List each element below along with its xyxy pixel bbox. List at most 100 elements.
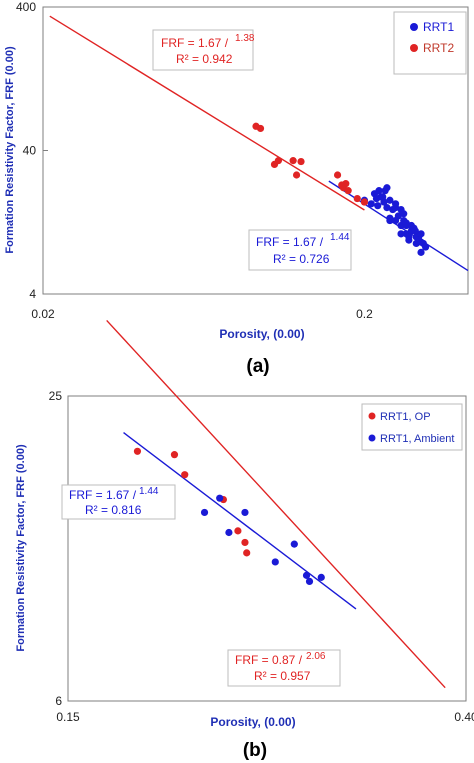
legend-label-rrt1: RRT1 xyxy=(423,20,454,34)
b-data-point-series-0 xyxy=(234,527,242,535)
a-data-point-series-0 xyxy=(400,216,408,225)
b-data-point-series-1 xyxy=(271,558,279,566)
a-y-tick-label: 4 xyxy=(29,287,36,301)
fit-r2-ambient: R² = 0.816 xyxy=(85,503,142,517)
a-data-point-series-0 xyxy=(386,214,394,222)
fit-equation-rrt2: FRF = 1.67 / xyxy=(161,36,229,50)
a-data-point-series-1 xyxy=(256,124,265,133)
b-x-tick-label: 0.40 xyxy=(454,710,474,724)
fit-exponent-op: 2.06 xyxy=(306,651,326,662)
x-axis-label-a: Porosity, (0.00) xyxy=(219,327,304,341)
a-data-point-series-0 xyxy=(372,194,381,203)
annotation-box-ambient xyxy=(61,484,176,520)
a-data-point-series-0 xyxy=(391,200,400,208)
a-data-point-series-0 xyxy=(411,227,419,235)
a-y-tick-label: 40 xyxy=(23,144,37,158)
b-data-point-series-1 xyxy=(216,494,224,502)
points-a xyxy=(164,47,430,256)
annotation-box-op xyxy=(227,649,341,687)
a-data-point-series-0 xyxy=(375,187,383,195)
b-y-tick-label: 6 xyxy=(55,694,62,708)
a-data-point-series-1 xyxy=(344,187,352,195)
a-data-point-series-1 xyxy=(289,157,297,165)
a-data-point-series-0 xyxy=(397,205,405,214)
fit-exponent-rrt2: 1.38 xyxy=(235,33,255,44)
b-data-point-series-0 xyxy=(241,538,249,547)
fit-exponent-rrt1: 1.44 xyxy=(330,232,350,243)
ticks-a: 0.02 0.2 4 40 400 xyxy=(16,0,373,321)
b-data-point-series-0 xyxy=(170,451,179,459)
a-data-point-series-0 xyxy=(422,243,430,251)
legend-box-a xyxy=(393,11,467,75)
x-axis-label-b: Porosity, (0.00) xyxy=(210,715,295,729)
y-axis-label-b: Formation Resistivity Factor, FRF (0.00) xyxy=(15,444,27,652)
a-data-point-series-1 xyxy=(333,171,342,179)
annotation-box-rrt1 xyxy=(248,229,352,271)
legend-label-rrt1-ambient: RRT1, Ambient xyxy=(380,433,454,445)
legend-b: RRT1, OP RRT1, Ambient xyxy=(361,403,463,451)
legend-marker-rrt1 xyxy=(410,23,418,31)
b-data-point-series-0 xyxy=(133,447,142,455)
fit-r2-rrt2: R² = 0.942 xyxy=(176,52,233,66)
fit-annotation-ambient: FRF = 1.67 / 1.44 R² = 0.816 xyxy=(61,484,176,520)
panel-label-a: (a) xyxy=(246,356,269,377)
b-x-tick-label: 0.15 xyxy=(56,710,80,724)
fit-lines-b xyxy=(106,319,446,689)
ticks-b: 0.15 0.40 6 25 xyxy=(49,389,474,724)
annotation-box-rrt2 xyxy=(152,29,254,71)
b-data-point-series-1 xyxy=(200,508,209,517)
a-data-point-series-0 xyxy=(383,204,391,212)
a-data-point-series-0 xyxy=(417,248,425,256)
legend-box-b xyxy=(361,403,463,451)
panel-label-b: (b) xyxy=(243,740,267,761)
a-data-point-series-1 xyxy=(342,180,350,188)
a-data-point-series-0 xyxy=(374,202,382,210)
fit-annotation-rrt1: FRF = 1.67 / 1.44 R² = 0.726 xyxy=(248,229,352,271)
fit-annotation-op: FRF = 0.87 / 2.06 R² = 0.957 xyxy=(227,649,341,687)
points-b xyxy=(133,447,325,586)
a-data-point-series-0 xyxy=(417,238,425,246)
legend-marker-rrt1-ambient xyxy=(368,434,376,442)
a-data-point-series-0 xyxy=(379,193,387,201)
b-data-point-series-1 xyxy=(317,573,325,581)
fit-r2-op: R² = 0.957 xyxy=(254,669,311,683)
a-data-point-series-1 xyxy=(292,171,301,179)
panel-b: Formation Resistivity Factor, FRF (0.00)… xyxy=(15,319,474,761)
b-data-point-series-1 xyxy=(225,528,233,537)
fit-exponent-ambient: 1.44 xyxy=(139,486,159,497)
a-x-tick-label: 0.2 xyxy=(356,307,373,321)
legend-marker-rrt1-op xyxy=(368,412,376,420)
b-data-point-series-0 xyxy=(181,471,189,479)
a-data-point-series-1 xyxy=(297,157,305,166)
fit-r2-rrt1: R² = 0.726 xyxy=(273,252,330,266)
a-data-point-series-0 xyxy=(417,230,425,238)
legend-marker-rrt2 xyxy=(410,44,418,52)
legend-label-rrt1-op: RRT1, OP xyxy=(380,411,431,423)
a-fit-line-1 xyxy=(49,15,365,211)
y-axis-label-a: Formation Resistivity Factor, FRF (0.00) xyxy=(4,46,16,254)
fit-annotation-rrt2: FRF = 1.67 / 1.38 R² = 0.942 xyxy=(152,29,255,71)
a-data-point-series-0 xyxy=(405,236,413,244)
b-data-point-series-1 xyxy=(305,577,314,586)
fit-equation-op: FRF = 0.87 / xyxy=(235,653,303,667)
b-data-point-series-1 xyxy=(241,508,249,517)
legend-a: RRT1 RRT2 xyxy=(393,11,467,75)
b-data-point-series-1 xyxy=(302,571,311,579)
a-data-point-series-0 xyxy=(383,184,391,192)
a-data-point-series-1 xyxy=(360,198,369,206)
legend-label-rrt2: RRT2 xyxy=(423,41,454,55)
b-y-tick-label: 25 xyxy=(49,389,63,403)
fit-equation-rrt1: FRF = 1.67 / xyxy=(256,235,324,249)
fit-equation-ambient: FRF = 1.67 / xyxy=(69,488,137,502)
a-data-point-series-1 xyxy=(353,194,361,203)
a-data-point-series-1 xyxy=(274,157,283,165)
b-data-point-series-1 xyxy=(290,540,298,548)
b-fit-line-0 xyxy=(106,319,446,689)
a-data-point-series-0 xyxy=(367,200,375,208)
a-data-point-series-0 xyxy=(397,230,405,238)
a-data-point-series-0 xyxy=(386,196,394,204)
b-fit-line-1 xyxy=(123,432,357,610)
a-x-tick-label: 0.02 xyxy=(31,307,55,321)
panel-a: Formation Resistivity Factor, FRF (0.00)… xyxy=(4,0,469,377)
